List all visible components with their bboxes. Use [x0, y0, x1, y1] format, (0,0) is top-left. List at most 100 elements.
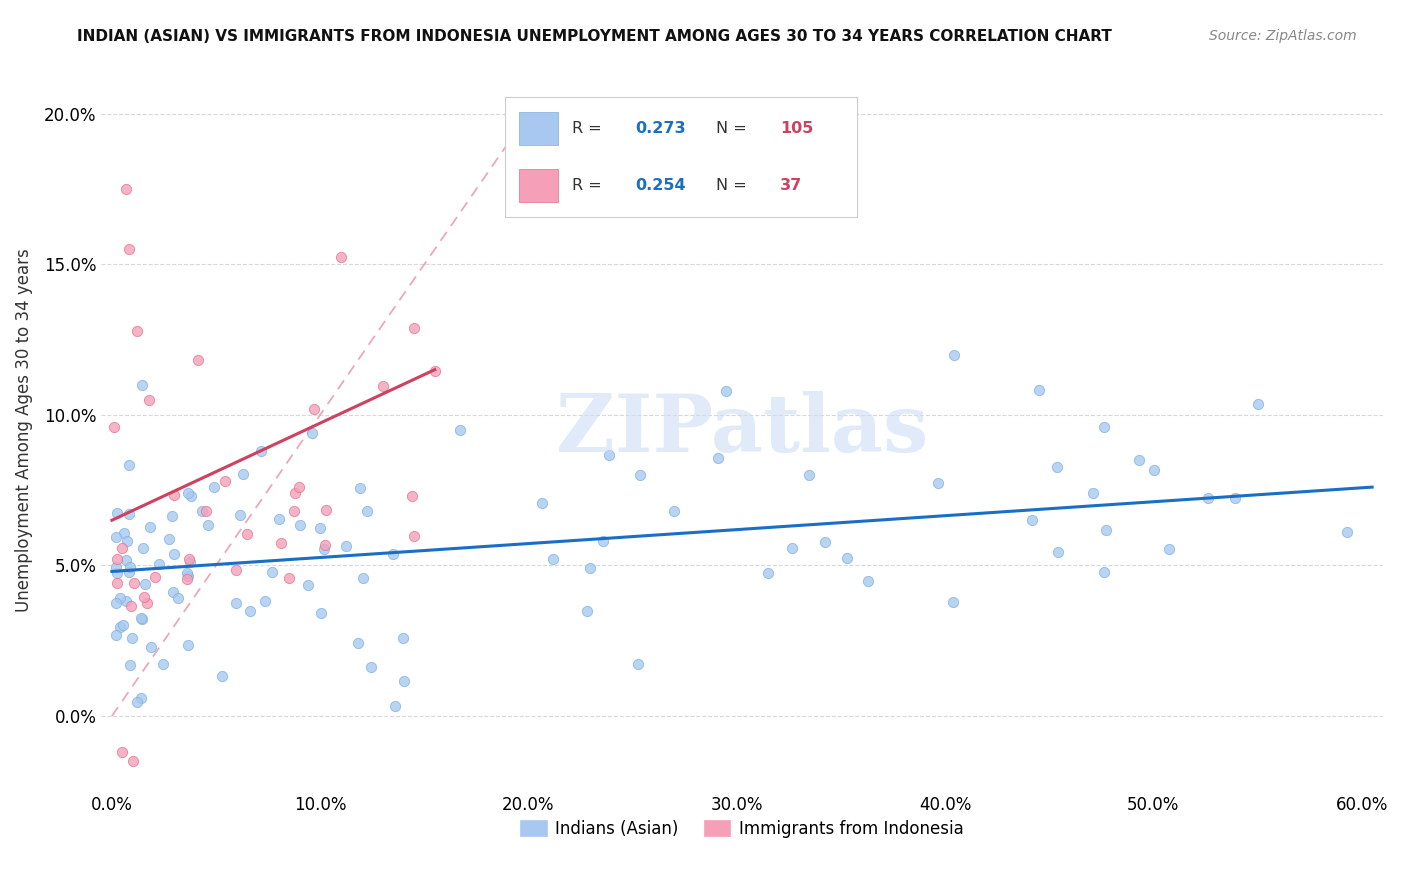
Point — [423, 364, 446, 378]
Point — [330, 251, 353, 265]
Point — [129, 611, 152, 625]
Point — [139, 520, 162, 534]
Point — [716, 384, 738, 398]
Point — [186, 352, 208, 367]
Point — [110, 620, 132, 634]
Point — [314, 542, 336, 557]
Point — [297, 578, 319, 592]
Point — [384, 698, 406, 713]
Point — [117, 458, 139, 472]
Point — [134, 590, 156, 604]
Point — [115, 593, 138, 607]
Point — [1021, 513, 1043, 527]
Point — [214, 474, 236, 488]
Point — [402, 320, 425, 334]
Point — [118, 507, 141, 521]
Point — [105, 551, 128, 566]
Point — [225, 563, 247, 577]
Point — [254, 594, 277, 608]
Point — [1081, 485, 1104, 500]
Point — [120, 658, 142, 673]
Point — [381, 547, 404, 561]
Point — [288, 480, 311, 494]
Point — [105, 596, 128, 610]
Point — [541, 552, 564, 566]
Point — [117, 534, 139, 549]
Point — [371, 379, 394, 393]
Point — [111, 617, 134, 632]
Point — [105, 506, 128, 520]
Point — [401, 489, 423, 503]
Point — [115, 182, 138, 196]
Point — [309, 520, 332, 534]
Point — [927, 475, 949, 490]
Point — [360, 660, 382, 674]
Point — [1128, 453, 1150, 467]
Point — [176, 566, 198, 581]
Point — [157, 533, 180, 547]
Point — [108, 591, 131, 606]
Point — [139, 640, 162, 655]
Point — [814, 535, 837, 549]
Point — [163, 547, 186, 561]
Point — [628, 468, 651, 483]
Point — [314, 538, 336, 552]
Text: Source: ZipAtlas.com: Source: ZipAtlas.com — [1209, 29, 1357, 43]
Point — [105, 559, 128, 574]
Point — [288, 518, 311, 533]
Point — [145, 570, 167, 584]
Point — [134, 576, 156, 591]
Point — [1092, 420, 1115, 434]
Point — [131, 378, 153, 392]
Point — [942, 595, 965, 609]
Point — [1028, 384, 1050, 398]
Point — [131, 612, 153, 626]
Point — [1247, 397, 1270, 411]
Point — [235, 526, 257, 541]
Point — [707, 450, 730, 465]
Point — [162, 585, 184, 599]
Point — [105, 628, 128, 642]
Point — [117, 242, 139, 256]
Point — [1046, 545, 1069, 559]
Point — [121, 754, 143, 768]
Point — [1143, 463, 1166, 477]
Point — [232, 467, 254, 481]
Point — [148, 558, 170, 572]
Point — [284, 486, 307, 500]
Point — [315, 503, 337, 517]
Point — [837, 550, 859, 565]
Point — [283, 504, 305, 518]
Point — [179, 555, 201, 569]
Point — [335, 539, 357, 553]
Point — [105, 576, 128, 591]
Point — [120, 599, 142, 613]
Point — [177, 638, 200, 652]
Point — [180, 489, 202, 503]
Point — [269, 512, 291, 526]
Point — [191, 504, 214, 518]
Point — [662, 504, 685, 518]
Point — [1094, 524, 1116, 538]
Point — [118, 565, 141, 579]
Text: ZIPatlas: ZIPatlas — [555, 391, 928, 469]
Point — [194, 504, 217, 518]
Point — [531, 496, 554, 510]
Point — [135, 596, 157, 610]
Point — [238, 604, 260, 618]
Point — [592, 534, 614, 549]
Point — [166, 591, 188, 606]
Point — [125, 695, 148, 709]
Point — [356, 504, 378, 518]
Point — [132, 541, 155, 556]
Point — [152, 657, 174, 671]
Point — [598, 448, 620, 462]
Point — [943, 348, 966, 362]
Point — [1157, 541, 1180, 556]
Point — [122, 575, 145, 590]
Point — [125, 324, 148, 338]
Point — [105, 530, 128, 544]
Point — [211, 669, 233, 683]
Point — [392, 632, 415, 646]
Point — [301, 425, 323, 440]
